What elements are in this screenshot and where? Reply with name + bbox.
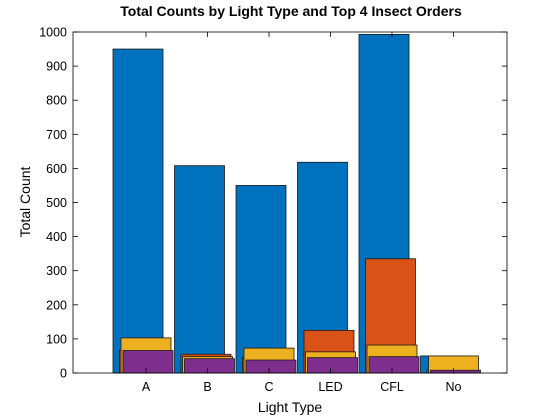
y-tick-label-700: 700 [46,128,67,142]
bar-series-1-b [174,165,225,374]
bar-series-1-a [112,48,164,374]
y-axis-ticks: 0 100 200 300 400 500 600 700 800 900 1000 [39,26,507,381]
bars-group [112,33,481,374]
bar-series-4-c [245,359,297,374]
y-tick-label-900: 900 [46,60,67,74]
x-tick-label-no: No [446,380,462,394]
x-tick-label-c: C [264,380,273,394]
x-tick-label-cfl: CFL [380,380,404,394]
x-axis-label: Light Type [258,399,323,415]
y-axis-label: Total Count [17,166,33,237]
y-tick-label-0: 0 [60,367,67,381]
x-tick-label-b: B [203,380,211,394]
y-tick-label-100: 100 [46,332,67,346]
y-tick-label-200: 200 [46,298,67,312]
x-axis-ticks: A B C LED CFL No [142,32,462,394]
y-tick-label-400: 400 [46,230,67,244]
bar-series-4-cfl [368,356,420,374]
y-tick-label-600: 600 [46,162,67,176]
bar-series-1-c [235,185,287,374]
x-tick-label-led: LED [318,380,342,394]
y-tick-label-300: 300 [46,264,67,278]
x-tick-label-a: A [142,380,151,394]
chart-title: Total Counts by Light Type and Top 4 Ins… [120,3,462,19]
bar-series-4-no [430,369,481,374]
y-tick-label-500: 500 [46,196,67,210]
bar-series-4-a [122,350,174,374]
y-tick-label-1000: 1000 [39,26,67,40]
y-tick-label-800: 800 [46,94,67,108]
bar-series-4-b [184,358,235,374]
bar-series-4-led [307,357,358,374]
